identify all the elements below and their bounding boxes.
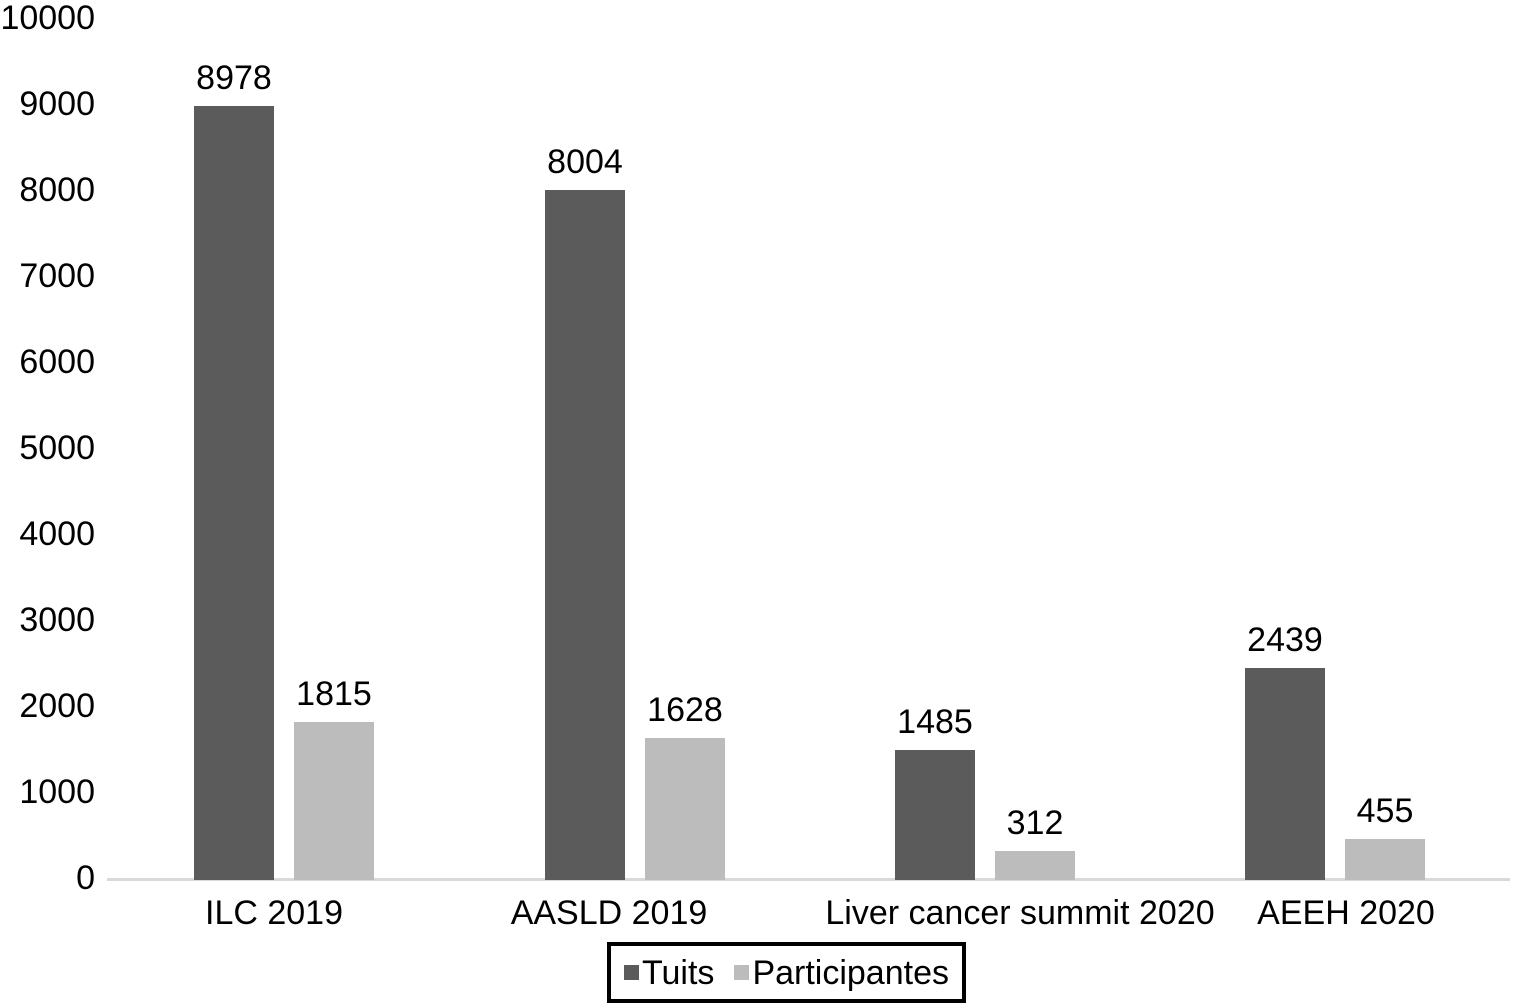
bar-participantes-aasld-2019 xyxy=(645,738,725,880)
category-label-aeeh-2020: AEEH 2020 xyxy=(1257,894,1435,932)
y-tick-label-1000: 1000 xyxy=(19,773,95,811)
y-tick-label-3000: 3000 xyxy=(19,601,95,639)
y-tick-label-8000: 8000 xyxy=(19,171,95,209)
y-tick-label-2000: 2000 xyxy=(19,687,95,725)
x-axis-line xyxy=(107,878,1510,881)
y-tick-label-9000: 9000 xyxy=(19,85,95,123)
y-tick-label-10000: 10000 xyxy=(0,0,95,37)
value-label-tuits-liver-cancer-summit-2020: 1485 xyxy=(897,703,973,741)
value-label-tuits-ilc-2019: 8978 xyxy=(196,59,272,97)
bar-participantes-ilc-2019 xyxy=(294,722,374,880)
y-tick-label-4000: 4000 xyxy=(19,515,95,553)
bar-tuits-aasld-2019 xyxy=(545,190,625,880)
bar-participantes-aeeh-2020 xyxy=(1345,839,1425,880)
bar-participantes-liver-cancer-summit-2020 xyxy=(995,851,1075,880)
legend-item-participantes: Participantes xyxy=(734,953,949,993)
y-tick-label-7000: 7000 xyxy=(19,257,95,295)
legend-item-tuits: Tuits xyxy=(624,953,714,993)
legend-label-tuits: Tuits xyxy=(642,953,715,992)
value-label-participantes-aeeh-2020: 455 xyxy=(1356,792,1414,830)
value-label-participantes-liver-cancer-summit-2020: 312 xyxy=(1006,804,1064,842)
y-tick-label-5000: 5000 xyxy=(19,429,95,467)
y-tick-label-6000: 6000 xyxy=(19,343,95,381)
bar-tuits-aeeh-2020 xyxy=(1245,668,1325,880)
category-label-liver-cancer-summit-2020: Liver cancer summit 2020 xyxy=(825,894,1215,932)
legend-swatch-tuits xyxy=(624,965,640,980)
bar-tuits-ilc-2019 xyxy=(194,106,274,880)
value-label-tuits-aasld-2019: 8004 xyxy=(547,143,623,181)
legend-label-participantes: Participantes xyxy=(752,953,949,992)
bar-tuits-liver-cancer-summit-2020 xyxy=(895,750,975,880)
category-label-aasld-2019: AASLD 2019 xyxy=(510,894,708,932)
y-tick-label-0: 0 xyxy=(76,859,95,897)
legend: Tuits Participantes xyxy=(607,942,966,1003)
value-label-participantes-ilc-2019: 1815 xyxy=(296,675,372,713)
category-label-ilc-2019: ILC 2019 xyxy=(205,894,343,932)
value-label-participantes-aasld-2019: 1628 xyxy=(647,691,723,729)
legend-swatch-participantes xyxy=(734,965,750,980)
value-label-tuits-aeeh-2020: 2439 xyxy=(1247,621,1323,659)
